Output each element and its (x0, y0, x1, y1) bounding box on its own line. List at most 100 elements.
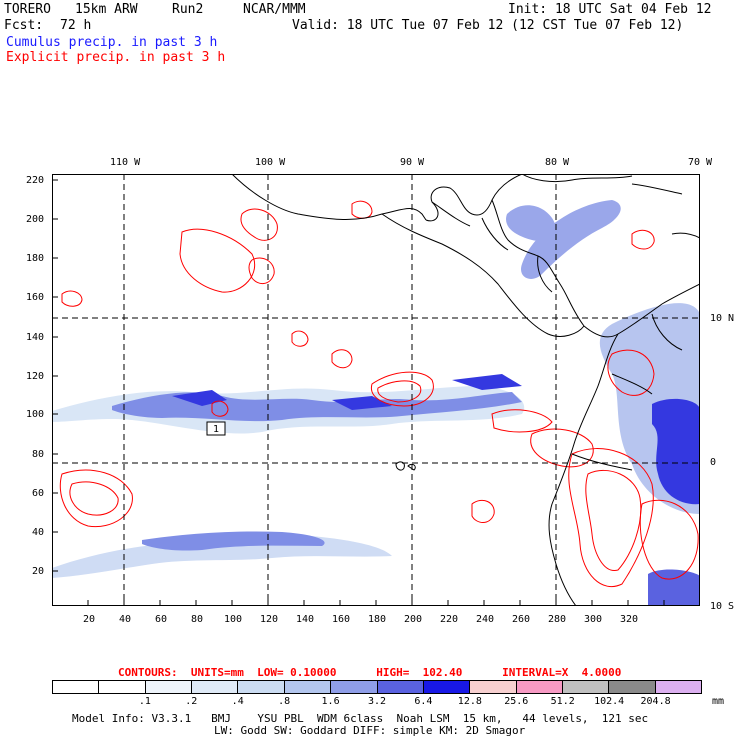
left-grid-label: 20 (32, 566, 45, 577)
contour-andes (639, 499, 699, 580)
explicit-label: Explicit precip. in past 3 h (6, 50, 226, 65)
precip-peru-south (648, 569, 700, 606)
left-grid-label: 80 (32, 449, 45, 460)
coastline-south-america-west (548, 333, 619, 606)
bottom-grid-label: 300 (584, 614, 603, 625)
contour-scatter (351, 200, 373, 219)
contour-scatter (631, 229, 655, 250)
latlon-grid (52, 174, 700, 606)
colorbar-swatch (609, 681, 656, 693)
contour-west-pacific (69, 481, 119, 516)
colorbar-swatch (145, 681, 193, 693)
colorbar-label: .1 (138, 696, 151, 707)
colorbar-swatch (423, 681, 471, 693)
contour-south-america-coast (568, 448, 654, 587)
explicit-precip-contours (59, 200, 699, 587)
init-time: Init: 18 UTC Sat 04 Feb 12 (508, 2, 712, 17)
colorbar-swatch (562, 681, 610, 693)
right-lat-label: 10 S (710, 601, 735, 612)
frame-ticks (52, 179, 665, 606)
precip-band-north-deep (172, 374, 522, 410)
colorbar-label: .4 (231, 696, 244, 707)
contour-mexico-coast (248, 257, 275, 284)
coastline-caribbean-islands (521, 174, 700, 239)
coastline-mexico (231, 174, 427, 221)
left-grid-label: 200 (26, 214, 45, 225)
colorbar-swatch (99, 681, 146, 693)
bottom-grid-label: 40 (119, 614, 132, 625)
bottom-grid-label: 200 (404, 614, 423, 625)
left-grid-label: 120 (26, 371, 45, 382)
coastlines (231, 174, 700, 606)
colorbar-label: 25.6 (504, 696, 529, 707)
coastline-central-america (381, 213, 585, 337)
colorbar-label: 102.4 (594, 696, 625, 707)
colorbar-label: 51.2 (550, 696, 575, 707)
bottom-grid-label: 140 (296, 614, 315, 625)
fcst-label: Fcst: (4, 18, 44, 33)
left-grid-label: 140 (26, 332, 45, 343)
bottom-grid-label: 120 (260, 614, 279, 625)
precip-band-south (52, 535, 392, 578)
precip-colombia-core (652, 398, 700, 505)
model-center: NCAR/MMM (243, 2, 306, 17)
cumulus-precip-layer (52, 200, 700, 606)
map-marker-box (206, 421, 226, 436)
contour-west-pacific (59, 469, 133, 528)
bottom-grid-label: 60 (155, 614, 168, 625)
bottom-grid-label: 260 (512, 614, 531, 625)
colorbar-swatch (192, 681, 239, 693)
contour-south-america-coast (530, 428, 594, 468)
contour-mexico-coast (179, 228, 256, 293)
colorbar-labels: .1 .2 .4 .8 1.6 3.2 6.4 12.8 25.6 51.2 102.4 204.8 (52, 697, 702, 709)
bottom-grid-label: 20 (83, 614, 96, 625)
model-name: TORERO (4, 2, 51, 17)
left-grid-label: 160 (26, 292, 45, 303)
left-grid-label: 100 (26, 409, 45, 420)
precip-map: 1 (52, 174, 700, 606)
colorbar-label: 12.8 (457, 696, 482, 707)
colorbar-swatch (238, 681, 285, 693)
map-marker-label: 1 (213, 424, 219, 435)
contour-central-pacific (491, 409, 553, 433)
left-grid-label: 180 (26, 253, 45, 264)
top-lon-label: 100 W (255, 157, 286, 168)
right-lat-label: 10 N (710, 313, 735, 324)
precip-gulf-honduras (506, 200, 621, 279)
contour-scatter (61, 290, 83, 307)
model-info-physics: LW: Godd SW: Goddard DIFF: simple KM: 2D… (214, 724, 526, 737)
precip-band-south-core (142, 531, 325, 551)
coastline-galapagos (395, 461, 416, 471)
fcst-value: 72 h (60, 18, 92, 33)
bottom-grid-label: 80 (191, 614, 204, 625)
bottom-grid-label: 220 (440, 614, 459, 625)
colorbar-label: .8 (278, 696, 291, 707)
contours-info: CONTOURS: UNITS=mm LOW= 0.10000 HIGH= 10… (118, 666, 622, 679)
top-lon-label: 80 W (545, 157, 570, 168)
bottom-grid-label: 280 (548, 614, 567, 625)
colorbar-swatch (470, 681, 517, 693)
contour-south-america-coast (607, 349, 655, 396)
colorbar-swatch (284, 681, 332, 693)
colorbar-label: 1.6 (321, 696, 340, 707)
bottom-grid-label: 100 (224, 614, 243, 625)
right-lat-label: 0 (710, 457, 717, 468)
top-lon-label: 110 W (110, 157, 141, 168)
contour-scatter (331, 349, 353, 369)
model-run: Run2 (172, 2, 204, 17)
top-lon-label: 90 W (400, 157, 425, 168)
coastline-yucatan (425, 174, 523, 222)
coastline-colombia (583, 283, 700, 338)
colorbar-swatch (331, 681, 378, 693)
colorbar-swatch (377, 681, 424, 693)
colorbar-label: 3.2 (367, 696, 387, 707)
left-grid-label: 220 (26, 175, 45, 186)
colorbar (52, 680, 702, 694)
cumulus-label: Cumulus precip. in past 3 h (6, 35, 218, 50)
bottom-grid-label: 180 (368, 614, 387, 625)
colorbar-swatch (655, 681, 702, 693)
colorbar-label: 6.4 (414, 696, 433, 707)
contour-central-pacific (377, 380, 422, 403)
contour-scatter (291, 330, 309, 347)
colorbar-label: .2 (185, 696, 198, 707)
